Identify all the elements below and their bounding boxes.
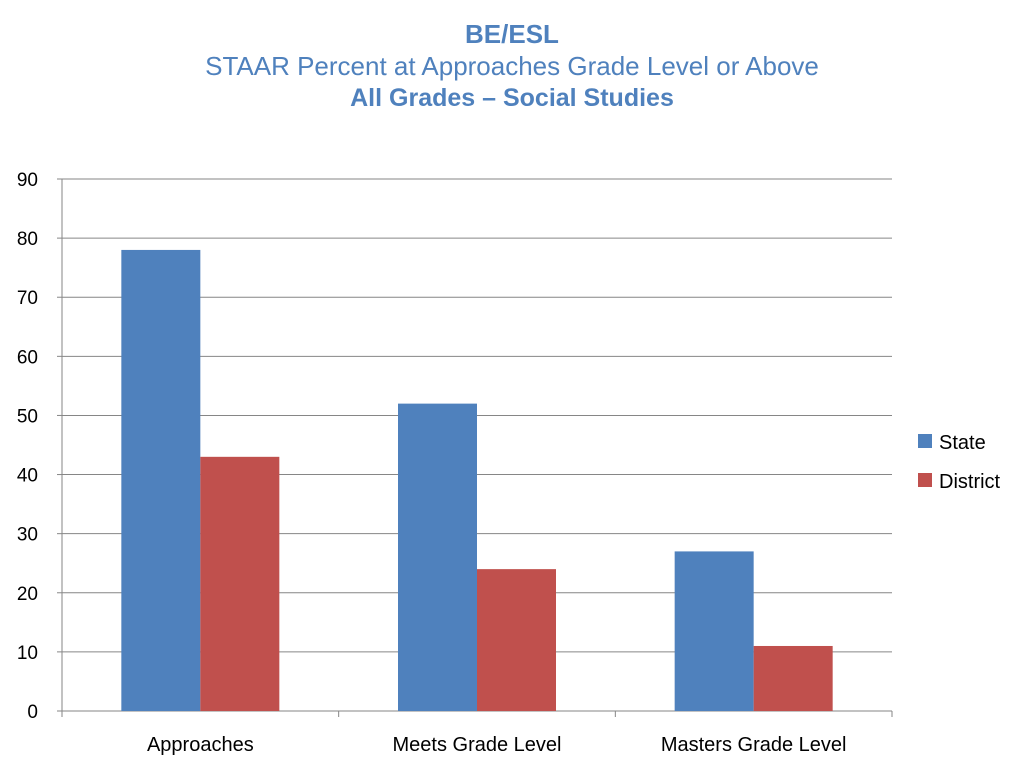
chart-title: BE/ESL (465, 19, 559, 49)
chart-title-block: BE/ESL STAAR Percent at Approaches Grade… (0, 18, 1024, 114)
chart-subtitle-2: All Grades – Social Studies (350, 84, 674, 112)
bar-district-2 (753, 645, 833, 711)
legend-label-district: District (939, 471, 1001, 493)
legend-label-state: State (939, 432, 986, 454)
bar-state-1 (398, 403, 477, 711)
bar-state-2 (674, 551, 754, 711)
bars (121, 249, 833, 711)
x-category-label: Approaches (147, 734, 254, 756)
y-tick-label: 60 (17, 347, 38, 368)
y-tick-label: 50 (17, 406, 38, 427)
x-category-label: Meets Grade Level (393, 734, 562, 756)
y-tick-label: 70 (17, 288, 38, 309)
bar-district-0 (200, 456, 280, 711)
y-tick-label: 80 (17, 229, 38, 250)
legend-swatch-district (918, 473, 932, 487)
y-tick-label: 0 (27, 702, 38, 723)
y-tick-label: 20 (17, 584, 38, 605)
bar-district-1 (477, 569, 556, 711)
legend: State District (918, 432, 1001, 493)
y-tick-label: 10 (17, 643, 38, 664)
chart-subtitle: STAAR Percent at Approaches Grade Level … (205, 51, 819, 81)
legend-swatch-state (918, 434, 932, 448)
axis-labels: 0 10 20 30 40 50 60 70 80 90 Approaches Meets Grade… (17, 170, 847, 756)
y-tick-label: 90 (17, 170, 38, 191)
y-tick-label: 40 (17, 466, 38, 487)
y-tick-label: 30 (17, 525, 38, 546)
bar-state-0 (121, 249, 201, 711)
x-category-label: Masters Grade Level (661, 734, 847, 756)
